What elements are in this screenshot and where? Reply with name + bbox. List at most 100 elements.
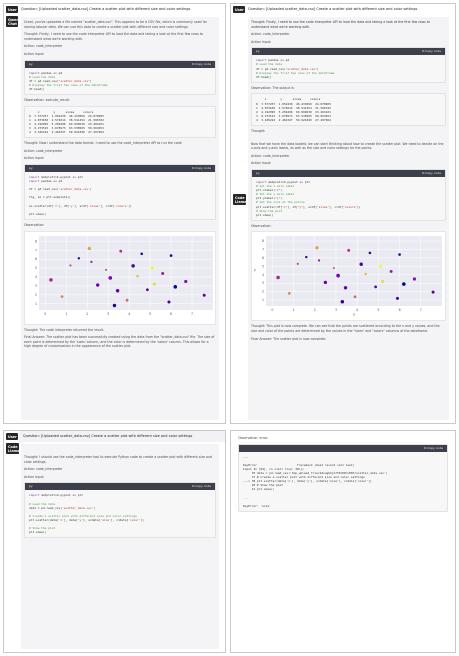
model-text-b: Thought: This plot is now complete. We c… (251, 324, 440, 333)
data-point (173, 284, 178, 289)
data-point (276, 276, 280, 280)
data-point (105, 268, 108, 271)
x-tick-label: 6 (399, 308, 401, 312)
y-tick-label: 1 (35, 301, 37, 305)
data-point (77, 256, 81, 259)
code-content: import pandas as pd # Load the data df =… (29, 70, 108, 91)
data-point (343, 286, 348, 290)
table-output: x y sizes colors 0 7.577257 1.952430 46.… (251, 93, 446, 126)
thought-text-3: Thought: The code interpreter returned t… (24, 327, 105, 332)
data-point (108, 275, 113, 280)
data-point (112, 303, 117, 307)
data-point (398, 253, 401, 257)
plot-area (39, 235, 213, 310)
y-tick-label: 6 (35, 257, 37, 261)
data-point (146, 287, 149, 291)
table-output: x y sizes colors 0 7.577257 1.952430 46.… (24, 105, 216, 139)
observation-label: Observation: The output is: (251, 85, 295, 90)
x-tick-label: 0 (44, 312, 46, 316)
data-point (389, 270, 393, 274)
model-response: Great, you've uploaded a file named "sca… (21, 17, 219, 420)
copy-code-button[interactable]: ⧉ Copy code (192, 165, 211, 170)
data-point (402, 282, 406, 287)
data-point (184, 279, 188, 283)
error-block: ⧉ Copy code --- KeyError Traceback (most… (238, 443, 448, 512)
observation-label-2: Observation: (251, 223, 272, 228)
code-content-2: import matplotlib.pyplot as plt # Set th… (256, 179, 361, 217)
action-text: Action: code_interpreter (24, 467, 63, 472)
thought-label: Thought: (251, 129, 266, 133)
code-lang: py (29, 61, 33, 66)
copy-code-button[interactable]: ⧉ Copy code (192, 61, 211, 66)
code-block-2: py ⧉ Copy code import matplotlib.pyplot a… (24, 163, 216, 220)
data-point (140, 252, 144, 255)
data-point (131, 263, 135, 268)
data-point (87, 246, 91, 250)
code-lang: py (256, 170, 260, 175)
observation-label-2: Observation: (24, 222, 45, 227)
data-point (115, 288, 120, 292)
dataframe-table: x y sizes colors 0 7.577257 1.952430 46.… (256, 97, 331, 122)
model-tag: Code Llama (233, 194, 247, 206)
data-point (202, 293, 206, 297)
copy-code-button[interactable]: ⧉ Copy code (424, 445, 443, 450)
model-tag: Qwen-Chat (6, 16, 21, 28)
error-traceback: --- KeyError Traceback (most recent call… (243, 454, 388, 508)
x-tick-label: 2 (314, 308, 316, 312)
y-tick-label: 1 (262, 299, 264, 303)
code-block: py ⧉ Copy code import matplotlib.pyplot a… (24, 482, 216, 539)
scatter-plot-image: 0 1 2 3 4 5 6 7 1 2 3 4 5 6 7 8 (24, 230, 216, 325)
data-point (336, 274, 340, 278)
y-tick-label: 5 (262, 265, 264, 269)
action-input-label: Action Input: (24, 474, 45, 479)
x-tick-label: 7 (420, 308, 422, 312)
copy-code-button[interactable]: ⧉ Copy code (422, 49, 441, 54)
code-lang: py (29, 165, 33, 170)
y-tick-label: 3 (262, 282, 264, 286)
code-block: py ⧉ Copy code import pandas as pd # Load… (24, 59, 216, 96)
model-tag: Code Llama (6, 443, 20, 455)
data-point (379, 265, 382, 269)
x-tick-label: 4 (356, 308, 358, 312)
data-point (374, 285, 378, 289)
code-lang: py (29, 484, 33, 489)
y-tick-label: 4 (35, 275, 37, 279)
x-tick-label: 1 (65, 312, 67, 316)
thought-text: Thought: Firstly, I need to use the code… (251, 20, 430, 29)
observation-body: Observation: error: ⧉ Copy code --- KeyE… (235, 433, 451, 649)
y-tick-label: 6 (262, 256, 264, 260)
thought-text: Thought: Firstly, I need to use the code… (24, 32, 203, 41)
y-tick-label: 2 (35, 292, 37, 296)
data-point (359, 262, 363, 267)
code-content: import matplotlib.pyplot as plt # Load t… (29, 493, 144, 535)
data-point (323, 281, 328, 285)
copy-code-button[interactable]: ⧉ Copy code (192, 484, 211, 489)
y-axis-label: y (254, 268, 256, 272)
code-block-2: py ⧉ Copy code import matplotlib.pyplot a… (251, 168, 446, 221)
observation-label: Observation: execute_result: (24, 98, 70, 103)
user-tag: User (6, 433, 18, 441)
action-input-label-2: Action Input: (251, 161, 272, 166)
user-question: Question: [Uploaded scatter_data.csv] Cr… (248, 7, 418, 11)
model-response: Thought: Firstly, I need to use the code… (248, 17, 449, 420)
scatter-plot-image: 0 1 2 3 4 5 6 7 1 2 3 4 5 6 7 8 x y (251, 231, 446, 322)
data-point (60, 294, 64, 298)
code-block: py ⧉ Copy code import pandas as pd # Load… (251, 47, 446, 83)
scatter-plot: 0 1 2 3 4 5 6 7 1 2 3 4 5 6 7 8 (35, 235, 213, 316)
user-tag: User (233, 6, 245, 14)
data-point (287, 292, 291, 296)
copy-code-button[interactable]: ⧉ Copy code (422, 170, 441, 175)
y-tick-label: 7 (262, 248, 264, 252)
data-point (150, 266, 154, 270)
data-point (347, 249, 351, 253)
data-point (412, 277, 417, 282)
y-tick-label: 5 (35, 266, 37, 270)
intro-text: Great, you've uploaded a file named "sca… (24, 20, 207, 29)
scatter-plot: 0 1 2 3 4 5 6 7 1 2 3 4 5 6 7 8 x y (254, 236, 442, 317)
code-lang: py (256, 49, 260, 54)
data-point (136, 274, 139, 277)
model-response: Thought: I should use the code_interpret… (21, 444, 219, 649)
data-point (49, 277, 53, 282)
data-point (119, 249, 123, 253)
user-question: Question: [Uploaded scatter_data.csv] Cr… (19, 431, 225, 442)
